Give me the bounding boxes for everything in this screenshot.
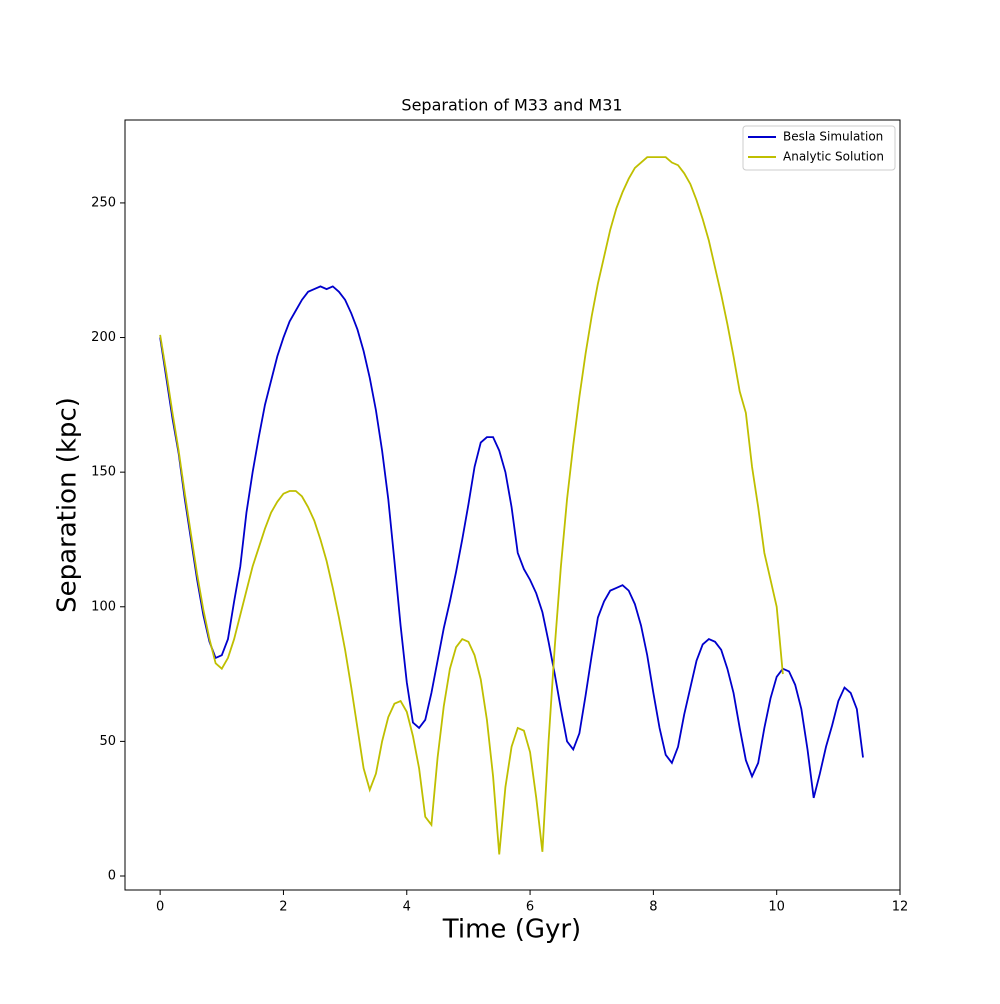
x-tick-label: 0 [156,900,164,915]
x-tick-label: 2 [279,900,287,915]
y-tick-label: 150 [91,465,116,480]
data-line [159,285,864,799]
plot-frame [124,119,901,891]
legend-label: Besla Simulation [783,130,883,144]
y-tick-label: 50 [99,734,116,749]
chart-title: Separation of M33 and M31 [401,96,622,115]
y-tick-label: 250 [91,195,116,210]
legend: Besla Simulation Analytic Solution [742,125,896,171]
legend-box [742,125,896,171]
x-tick-label: 4 [403,900,411,915]
x-axis-label: Time (Gyr) [442,915,581,945]
x-tick-label: 8 [649,900,657,915]
x-tick-label: 12 [892,900,909,915]
legend-label: Analytic Solution [783,150,884,164]
x-tick-label: 6 [526,900,534,915]
x-tick-label: 10 [768,900,785,915]
y-tick-label: 0 [108,869,116,884]
y-tick-label: 100 [91,599,116,614]
y-axis-label: Separation (kpc) [53,397,83,613]
data-line [159,156,784,855]
y-tick-label: 200 [91,330,116,345]
